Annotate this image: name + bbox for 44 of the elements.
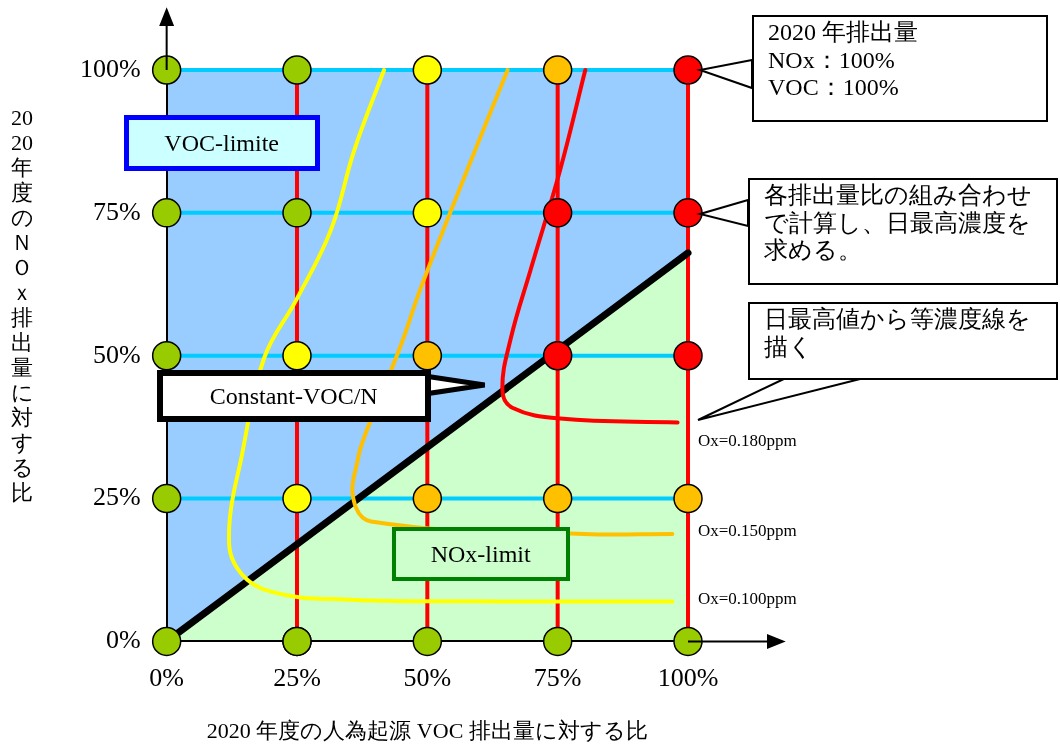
x-tick-label: 50% — [403, 662, 452, 692]
point — [542, 340, 573, 371]
point — [412, 626, 443, 657]
x-tick-label: 25% — [273, 662, 321, 692]
x-tick-label: 0% — [149, 662, 184, 692]
text-box: Constant-VOC/N — [156, 370, 431, 422]
point — [412, 55, 443, 85]
point — [412, 483, 443, 514]
text-box: 各排出量比の組み合わせで計算し、日最高濃度を求める。 — [748, 178, 1058, 285]
point — [282, 198, 312, 228]
text: 2020 年度のＮＯｘ排出量に対する比 — [10, 105, 34, 505]
text-box: 2020 年排出量 NOx：100% VOC：100% — [752, 15, 1048, 122]
point — [542, 198, 573, 228]
y-tick-label: 75% — [92, 196, 141, 226]
text: Ox=0.100ppm — [698, 589, 797, 609]
point — [542, 483, 573, 514]
y-tick-label: 50% — [92, 339, 141, 369]
point — [151, 55, 182, 85]
text: Ox=0.150ppm — [698, 521, 797, 541]
x-tick-label: 75% — [533, 662, 582, 692]
point — [673, 340, 703, 371]
y-tick-label: 25% — [92, 482, 141, 512]
point — [673, 483, 703, 514]
point — [412, 340, 443, 371]
point — [673, 626, 703, 657]
text: Ox=0.180ppm — [698, 431, 797, 451]
y-tick-label: 0% — [105, 625, 141, 655]
point — [282, 55, 312, 85]
point — [282, 340, 312, 371]
x-tick-label: 100% — [657, 662, 719, 692]
point — [151, 483, 182, 514]
point — [151, 340, 182, 371]
y-tick-label: 100% — [79, 53, 141, 83]
point — [412, 198, 443, 228]
point — [542, 55, 573, 85]
point — [151, 626, 182, 657]
text-box: VOC-limite — [123, 115, 320, 171]
text-box: NOx-limit — [391, 527, 570, 581]
x-axis-title: 2020 年度の人為起源 VOC 排出量に対する比 — [206, 717, 648, 743]
point — [151, 198, 182, 228]
point — [673, 55, 703, 85]
point — [282, 483, 312, 514]
point — [673, 198, 703, 228]
point — [542, 626, 573, 657]
